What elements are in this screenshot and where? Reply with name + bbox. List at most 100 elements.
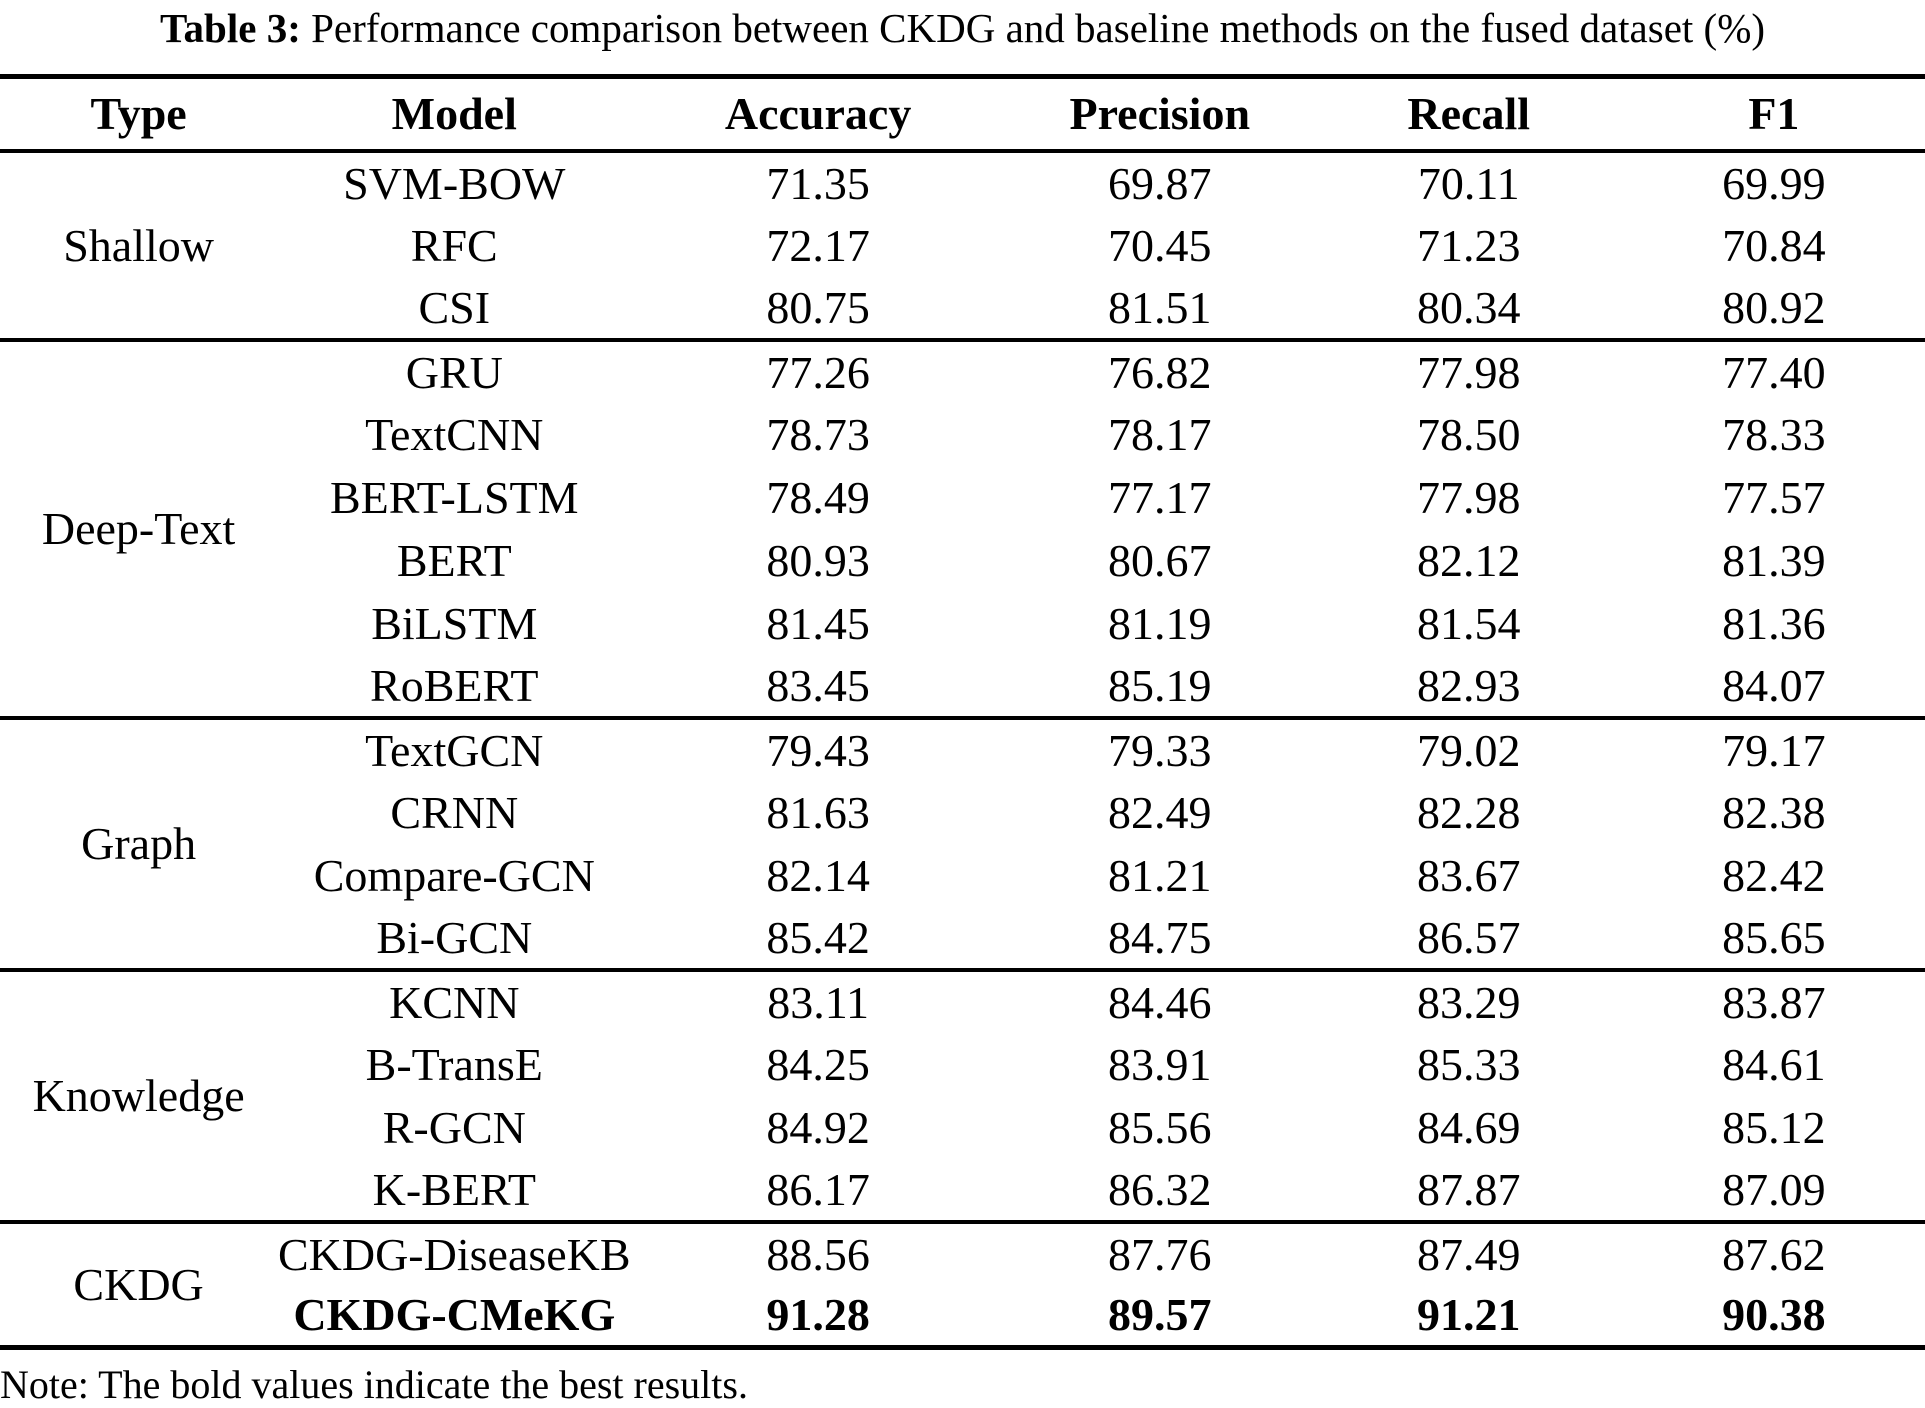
model-cell: BERT (396, 534, 512, 586)
value-cell-precision: 77.17 (1108, 471, 1212, 523)
column-header-recall: Recall (1314, 76, 1623, 153)
value-cell-precision: 81.51 (1108, 281, 1212, 333)
value-cell-recall: 77.98 (1416, 471, 1521, 523)
value-cell-accuracy: 72.17 (766, 219, 870, 271)
table-row: K-BERT 86.17 86.32 87.87 87.09 (0, 1159, 1925, 1222)
value-cell-accuracy: 77.26 (766, 346, 870, 398)
value-cell-f1: 82.38 (1722, 786, 1826, 838)
value-cell-precision: 79.33 (1108, 724, 1212, 776)
value-cell-precision: 81.21 (1108, 849, 1212, 901)
model-cell: BiLSTM (371, 597, 538, 649)
value-cell-f1: 84.07 (1722, 659, 1826, 711)
type-cell: CKDG (73, 1258, 204, 1310)
value-cell-accuracy: 81.45 (766, 597, 870, 649)
table-row: B-TransE 84.25 83.91 85.33 84.61 (0, 1033, 1925, 1096)
value-cell-recall: 83.29 (1416, 976, 1521, 1028)
value-cell-recall: 77.98 (1416, 346, 1521, 398)
value-cell-accuracy: 84.92 (766, 1101, 870, 1153)
value-cell-f1: 77.40 (1722, 346, 1826, 398)
column-header-model: Model (277, 76, 632, 153)
table-footnote: Note: The bold values indicate the best … (0, 1362, 748, 1407)
value-cell-precision: 84.75 (1108, 911, 1212, 963)
value-cell-accuracy: 71.35 (766, 157, 870, 209)
value-cell-precision: 89.57 (1108, 1289, 1212, 1341)
model-cell: TextCNN (365, 408, 544, 460)
value-cell-precision: 86.32 (1108, 1163, 1212, 1215)
value-cell-recall: 82.93 (1416, 659, 1521, 711)
value-cell-recall: 87.87 (1416, 1163, 1521, 1215)
table-caption: Table 3: Performance comparison between … (0, 0, 1925, 52)
value-cell-recall: 79.02 (1416, 724, 1521, 776)
table-row: BERT 80.93 80.67 82.12 81.39 (0, 529, 1925, 592)
value-cell-precision: 87.76 (1108, 1228, 1212, 1280)
value-cell-recall: 86.57 (1416, 911, 1521, 963)
value-cell-recall: 83.67 (1416, 849, 1521, 901)
header-row: Type Model Accuracy Precision Recall F1 (0, 76, 1925, 153)
table-row: BiLSTM 81.45 81.19 81.54 81.36 (0, 592, 1925, 655)
value-cell-accuracy: 80.93 (766, 534, 870, 586)
value-cell-precision: 82.49 (1108, 786, 1212, 838)
value-cell-precision: 76.82 (1108, 346, 1212, 398)
column-header-precision: Precision (1004, 76, 1315, 153)
table-row: Deep-Text GRU 77.26 76.82 77.98 77.40 (0, 340, 1925, 555)
table-row: Knowledge KCNN 83.11 84.46 83.29 83.87 (0, 970, 1925, 1122)
type-cell: Deep-Text (41, 503, 236, 554)
model-cell: R-GCN (382, 1101, 526, 1153)
value-cell-precision: 78.17 (1108, 408, 1212, 460)
table-row: BERT-LSTM 78.49 77.17 77.98 77.57 (0, 466, 1925, 529)
column-header-accuracy: Accuracy (631, 76, 1005, 153)
model-cell: CSI (418, 281, 491, 333)
value-cell-accuracy: 86.17 (766, 1163, 870, 1215)
value-cell-precision: 83.91 (1108, 1038, 1212, 1090)
column-header-type: Type (0, 76, 278, 153)
column-header-f1: F1 (1622, 76, 1925, 153)
value-cell-accuracy: 78.73 (766, 408, 870, 460)
value-cell-recall: 85.33 (1416, 1038, 1521, 1090)
model-cell: CKDG-CMeKG (293, 1289, 616, 1341)
model-cell: B-TransE (365, 1038, 543, 1090)
section-shallow: Shallow SVM-BOW 71.35 69.87 70.11 69.99 RFC 72.… (0, 151, 1925, 340)
value-cell-recall: 70.11 (1417, 157, 1520, 209)
results-table: Type Model Accuracy Precision Recall F1 Shall… (0, 74, 1925, 1350)
model-cell: CKDG-DiseaseKB (277, 1228, 631, 1280)
value-cell-f1: 70.84 (1722, 219, 1826, 271)
value-cell-f1: 82.42 (1722, 849, 1826, 901)
value-cell-f1: 69.99 (1722, 157, 1826, 209)
model-cell: RoBERT (370, 659, 539, 711)
model-cell: KCNN (389, 976, 520, 1028)
value-cell-f1: 80.92 (1722, 281, 1826, 333)
table-row: CSI 80.75 81.51 80.34 80.92 (0, 277, 1925, 340)
table-row: Graph TextGCN 79.43 79.33 79.02 79.17 (0, 718, 1925, 870)
model-cell: RFC (410, 219, 498, 271)
value-cell-recall: 82.12 (1416, 534, 1521, 586)
value-cell-recall: 84.69 (1416, 1101, 1521, 1153)
value-cell-recall: 80.34 (1416, 281, 1521, 333)
value-cell-accuracy: 80.75 (766, 281, 870, 333)
table-header: Type Model Accuracy Precision Recall F1 (0, 76, 1925, 153)
value-cell-accuracy: 85.42 (766, 911, 870, 963)
value-cell-accuracy: 84.25 (766, 1038, 870, 1090)
table-row: CRNN 81.63 82.49 82.28 82.38 (0, 781, 1925, 844)
value-cell-f1: 79.17 (1722, 724, 1826, 776)
section-knowledge: Knowledge KCNN 83.11 84.46 83.29 83.87 B-Trans… (0, 970, 1925, 1222)
model-cell: GRU (405, 346, 503, 398)
value-cell-f1: 78.33 (1722, 408, 1826, 460)
table-row: CKDG CKDG-DiseaseKB 88.56 87.76 87.49 87.62 (0, 1222, 1925, 1310)
value-cell-f1: 81.39 (1722, 534, 1826, 586)
value-cell-f1: 85.65 (1722, 911, 1826, 963)
table-row: Compare-GCN 82.14 81.21 83.67 82.42 (0, 844, 1925, 907)
value-cell-accuracy: 88.56 (766, 1228, 870, 1280)
value-cell-precision: 80.67 (1108, 534, 1212, 586)
table-row: R-GCN 84.92 85.56 84.69 85.12 (0, 1096, 1925, 1159)
section-deep-text: Deep-Text GRU 77.26 76.82 77.98 77.40 TextCNN 7… (0, 340, 1925, 718)
value-cell-recall: 87.49 (1416, 1228, 1521, 1280)
value-cell-accuracy: 81.63 (766, 786, 870, 838)
table-caption-text: Performance comparison between CKDG and … (300, 5, 1766, 51)
section-ckdg: CKDG CKDG-DiseaseKB 88.56 87.76 87.49 87.62 CK… (0, 1222, 1925, 1348)
model-cell: BERT-LSTM (329, 471, 579, 523)
model-cell: Bi-GCN (376, 911, 533, 963)
model-cell: K-BERT (372, 1163, 536, 1215)
model-cell: TextGCN (365, 724, 544, 776)
model-cell: SVM-BOW (343, 157, 566, 209)
value-cell-f1: 85.12 (1722, 1101, 1826, 1153)
